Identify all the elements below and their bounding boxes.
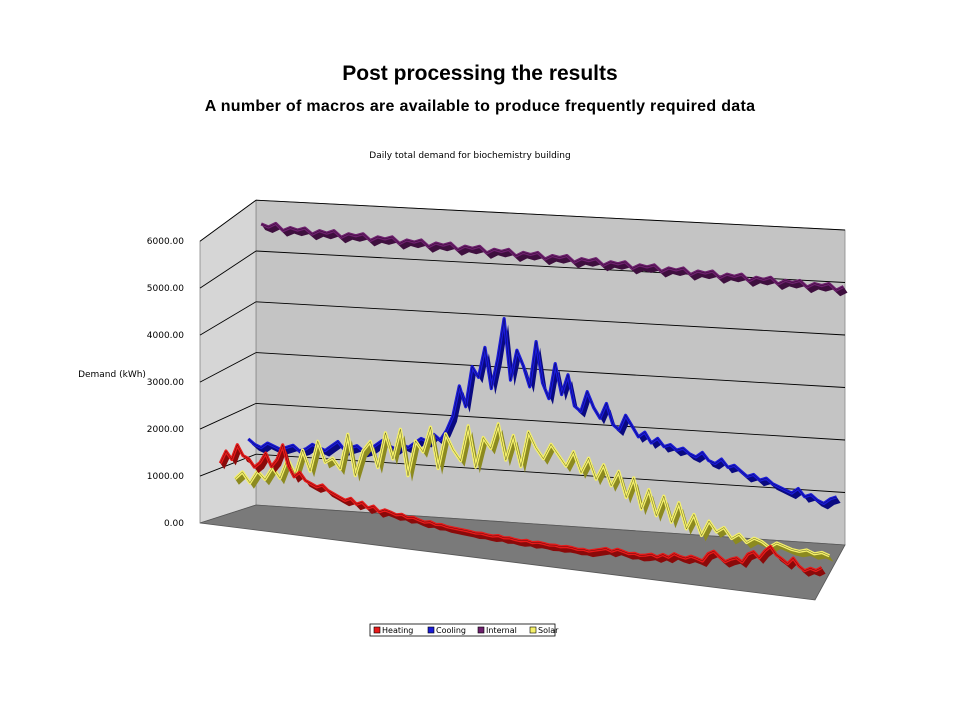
y-tick-label: 0.00: [164, 519, 184, 529]
series-ribbon: [234, 423, 834, 562]
series-outline: [234, 423, 830, 557]
chart-title: Daily total demand for biochemistry buil…: [369, 151, 570, 161]
legend-label-heating: Heating: [382, 626, 413, 635]
gridline: [255, 402, 846, 441]
y-tick-label: 4000.00: [147, 331, 184, 341]
series-outline: [261, 223, 844, 291]
series-outline: [220, 444, 822, 571]
legend-swatch-solar: [529, 626, 537, 634]
series-solar: [233, 422, 834, 562]
legend-label-internal: Internal: [486, 626, 517, 635]
floor: [199, 504, 846, 601]
y-axis: 0.00 1000.00 2000.00 3000.00 4000.00 5000.00 6…: [147, 237, 184, 529]
gridline: [255, 352, 846, 388]
gridline: [199, 352, 257, 383]
series-ribbon: [248, 318, 841, 510]
legend-swatch-cooling: [427, 626, 435, 634]
legend: Heating Cooling Internal Solar: [369, 623, 559, 637]
legend-box: [369, 623, 556, 637]
series-layer: [218, 221, 848, 577]
legend-swatch-heating: [373, 626, 381, 634]
gridline: [199, 199, 257, 242]
side-wall: [199, 199, 257, 524]
series-ribbon: [220, 444, 826, 577]
slide-title: Post processing the results: [342, 62, 618, 85]
y-tick-label: 5000.00: [147, 284, 184, 294]
legend-label-solar: Solar: [538, 626, 559, 635]
series-internal: [260, 221, 848, 297]
y-axis-label: Demand (kWh): [78, 370, 146, 380]
y-tick-label: 2000.00: [147, 425, 184, 435]
legend-label-cooling: Cooling: [436, 626, 466, 635]
gridline: [255, 199, 846, 231]
gridline: [199, 301, 257, 336]
y-tick-label: 3000.00: [147, 378, 184, 388]
y-tick-label: 6000.00: [147, 237, 184, 247]
y-tick-label: 1000.00: [147, 472, 184, 482]
gridline: [199, 250, 257, 289]
slide-subtitle: A number of macros are available to prod…: [204, 98, 756, 115]
gridline: [255, 301, 846, 336]
legend-swatch-internal: [477, 626, 485, 634]
series-heating: [218, 443, 826, 577]
gridline: [199, 402, 257, 430]
back-wall: [255, 199, 846, 546]
